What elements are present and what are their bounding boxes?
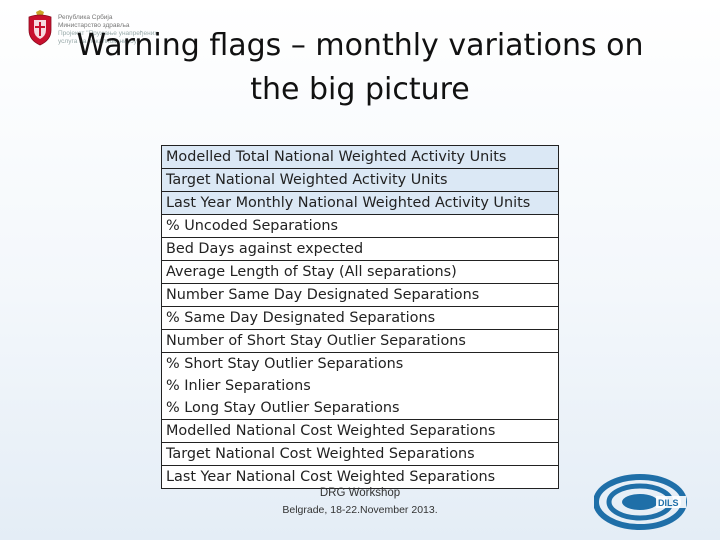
slide-title: Warning flags – monthly variations on th…: [40, 24, 680, 112]
table-row: % Same Day Designated Separations: [161, 306, 559, 330]
table-cell: % Short Stay Outlier Separations: [161, 352, 559, 375]
table-cell: Last Year Monthly National Weighted Acti…: [161, 191, 559, 215]
table-row: Bed Days against expected: [161, 237, 559, 261]
ministry-logo: Република Србија Министарство здравља Пр…: [26, 10, 206, 70]
table-row: % Uncoded Separations: [161, 214, 559, 238]
table-row: Last Year Monthly National Weighted Acti…: [161, 191, 559, 215]
table-row: Modelled Total National Weighted Activit…: [161, 145, 559, 169]
table-cell: Last Year National Cost Weighted Separat…: [161, 465, 559, 489]
table-row: Last Year National Cost Weighted Separat…: [161, 465, 559, 489]
table-row: Target National Cost Weighted Separation…: [161, 442, 559, 466]
table-row: % Inlier Separations: [161, 375, 559, 397]
table-row: % Short Stay Outlier Separations: [161, 352, 559, 375]
table-cell: % Long Stay Outlier Separations: [161, 397, 559, 420]
warning-flags-table: Modelled Total National Weighted Activit…: [161, 145, 559, 489]
table-cell: % Inlier Separations: [161, 375, 559, 397]
table-row: Number Same Day Designated Separations: [161, 283, 559, 307]
table-cell: Modelled National Cost Weighted Separati…: [161, 419, 559, 443]
table-cell: % Same Day Designated Separations: [161, 306, 559, 330]
svg-text:DILS: DILS: [658, 498, 679, 508]
table-cell: Number Same Day Designated Separations: [161, 283, 559, 307]
title-line-2: the big picture: [250, 72, 470, 107]
table-row: Number of Short Stay Outlier Separations: [161, 329, 559, 353]
table-row: % Long Stay Outlier Separations: [161, 397, 559, 420]
footer: DRG Workshop Belgrade, 18-22.November 20…: [200, 486, 520, 517]
ministry-line: Пројекат "Пружање унапређених: [58, 30, 158, 37]
ministry-line: услуга на локалном нивоу": [58, 38, 140, 45]
table-cell: % Uncoded Separations: [161, 214, 559, 238]
table-cell: Modelled Total National Weighted Activit…: [161, 145, 559, 169]
title-line-1: Warning flags – monthly variations on: [76, 28, 644, 63]
footer-dates: Belgrade, 18-22.November 2013.: [282, 504, 438, 516]
table-row: Target National Weighted Activity Units: [161, 168, 559, 192]
table-row: Modelled National Cost Weighted Separati…: [161, 419, 559, 443]
coat-of-arms-icon: [28, 10, 52, 46]
ministry-line: Република Србија: [58, 14, 113, 21]
table-cell: Average Length of Stay (All separations): [161, 260, 559, 284]
table-row: Average Length of Stay (All separations): [161, 260, 559, 284]
ministry-line: Министарство здравља: [58, 22, 130, 29]
table-cell: Target National Weighted Activity Units: [161, 168, 559, 192]
table-cell: Target National Cost Weighted Separation…: [161, 442, 559, 466]
dils-logo-icon: DILS: [594, 474, 687, 530]
table-cell: Number of Short Stay Outlier Separations: [161, 329, 559, 353]
table-cell: Bed Days against expected: [161, 237, 559, 261]
footer-event: DRG Workshop: [319, 487, 401, 499]
